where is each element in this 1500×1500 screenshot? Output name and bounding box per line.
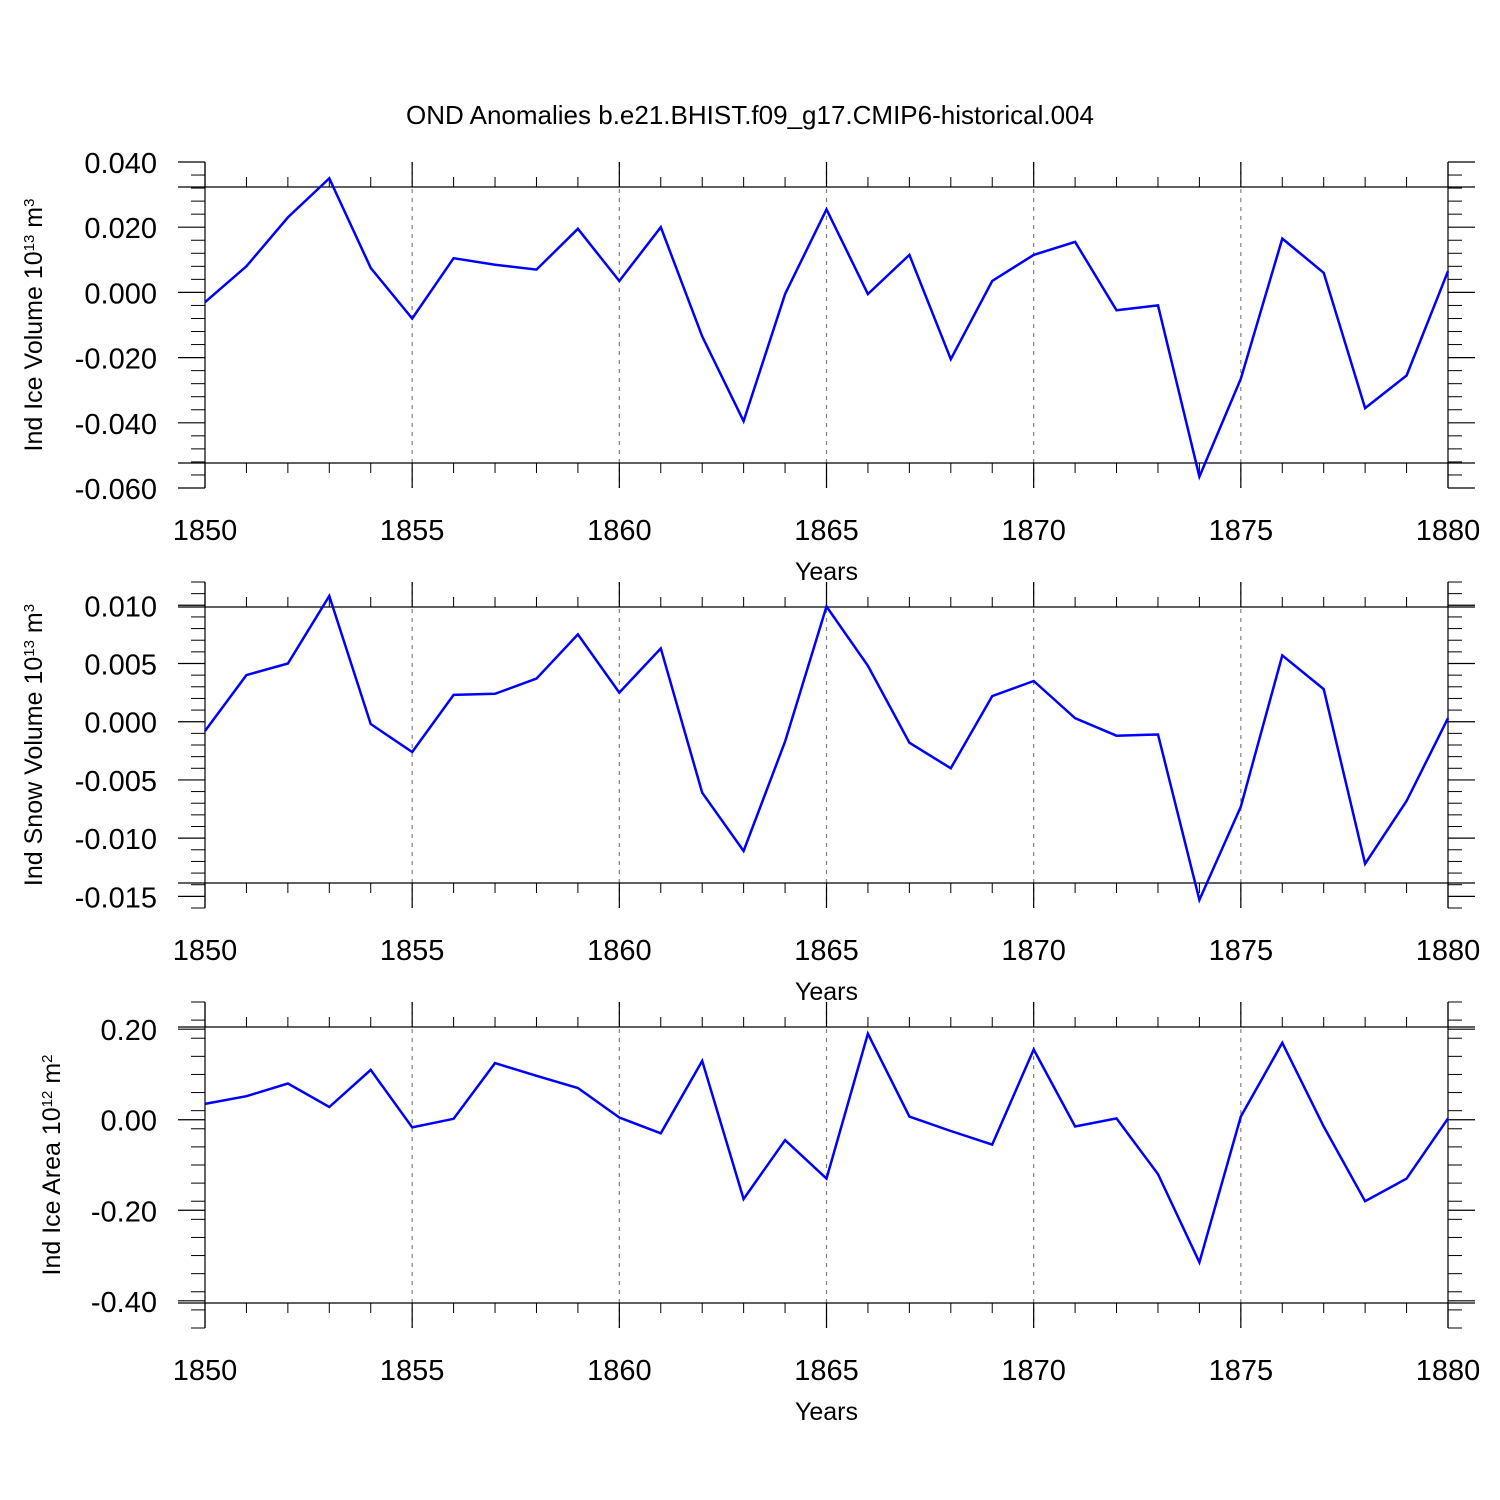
panel-1-x-tick-label: 1860 xyxy=(587,515,652,547)
panel-1-x-tick-label: 1875 xyxy=(1209,515,1274,547)
panel-2-x-tick-label: 1870 xyxy=(1001,935,1066,967)
panel-3-x-tick-label: 1880 xyxy=(1416,1355,1481,1387)
panel-1-x-tick-label: 1865 xyxy=(794,515,859,547)
panel-2-x-tick-label: 1855 xyxy=(380,935,445,967)
panel-1-y-tick-label: 0.040 xyxy=(84,148,157,180)
figure-title: OND Anomalies b.e21.BHIST.f09_g17.CMIP6-… xyxy=(406,100,1094,130)
panel-3-data-line xyxy=(204,1030,1450,1266)
panel-3: 1850 1855 1860 1865 1870 1875 1880 0.20 0.00 -0.2… xyxy=(38,1001,1481,1426)
panel-1-y-tick-label: -0.040 xyxy=(75,409,157,441)
panel-2-y-axis-title: Ind Snow Volume 1013 m3 xyxy=(20,604,48,886)
panel-2-y-tick-label: -0.015 xyxy=(75,882,157,914)
panel-3-x-tick-label: 1865 xyxy=(794,1355,859,1387)
panel-2-data-line xyxy=(203,593,1450,904)
panel-2-y-tick-label: 0.005 xyxy=(84,650,157,682)
panel-1-x-tick-label: 1870 xyxy=(1001,515,1066,547)
panel-1-x-tick-label: 1850 xyxy=(173,515,238,547)
panel-1-x-tick-label: 1880 xyxy=(1416,515,1481,547)
panel-2-y-tick-label: -0.005 xyxy=(75,766,157,798)
panels: 1850 1855 1860 1865 1870 1875 1880 0.040 0.020 0.… xyxy=(20,148,1480,1426)
panel-2-y-tick-label: -0.010 xyxy=(75,824,157,856)
panel-1-x-axis-title: Years xyxy=(795,558,858,586)
panel-3-x-tick-label: 1850 xyxy=(173,1355,238,1387)
panel-2-x-tick-label: 1875 xyxy=(1209,935,1274,967)
panel-3-y-tick-label: -0.20 xyxy=(91,1196,157,1228)
panel-3-y-tick-label: -0.40 xyxy=(91,1287,157,1319)
panel-2-x-axis-title: Years xyxy=(795,978,858,1006)
panel-2-y-tick-label: 0.010 xyxy=(84,591,157,623)
panel-2-x-tick-label: 1850 xyxy=(173,935,238,967)
panel-1-y-axis-title: Ind Ice Volume 1013 m3 xyxy=(20,199,48,452)
panel-2-x-tick-label: 1860 xyxy=(587,935,652,967)
panel-1-y-tick-label: 0.000 xyxy=(84,278,157,310)
panel-3-x-tick-label: 1855 xyxy=(380,1355,445,1387)
panel-1-y-tick-label: -0.060 xyxy=(75,474,157,506)
panel-3-x-tick-label: 1870 xyxy=(1001,1355,1066,1387)
panel-2-y-tick-label: 0.000 xyxy=(84,708,157,740)
panel-3-y-axis-title: Ind Ice Area 1012 m2 xyxy=(38,1055,66,1276)
panel-1-y-tick-label: 0.020 xyxy=(84,213,157,245)
panel-3-y-tick-label: 0.00 xyxy=(101,1106,157,1138)
panel-3-x-axis-title: Years xyxy=(795,1398,858,1426)
panel-1: 1850 1855 1860 1865 1870 1875 1880 0.040 0.020 0.… xyxy=(20,148,1480,586)
panel-3-x-tick-label: 1875 xyxy=(1209,1355,1274,1387)
panel-2-x-tick-label: 1880 xyxy=(1416,935,1481,967)
panel-1-x-tick-label: 1855 xyxy=(380,515,445,547)
panel-1-data-line xyxy=(204,176,1450,481)
panel-3-x-tick-label: 1860 xyxy=(587,1355,652,1387)
panel-2-x-tick-label: 1865 xyxy=(794,935,859,967)
panel-1-y-tick-label: -0.020 xyxy=(75,344,157,376)
panel-2: 1850 1855 1860 1865 1870 1875 1880 0.010 0.005 0.… xyxy=(20,581,1481,1006)
panel-3-y-tick-label: 0.20 xyxy=(101,1015,157,1047)
